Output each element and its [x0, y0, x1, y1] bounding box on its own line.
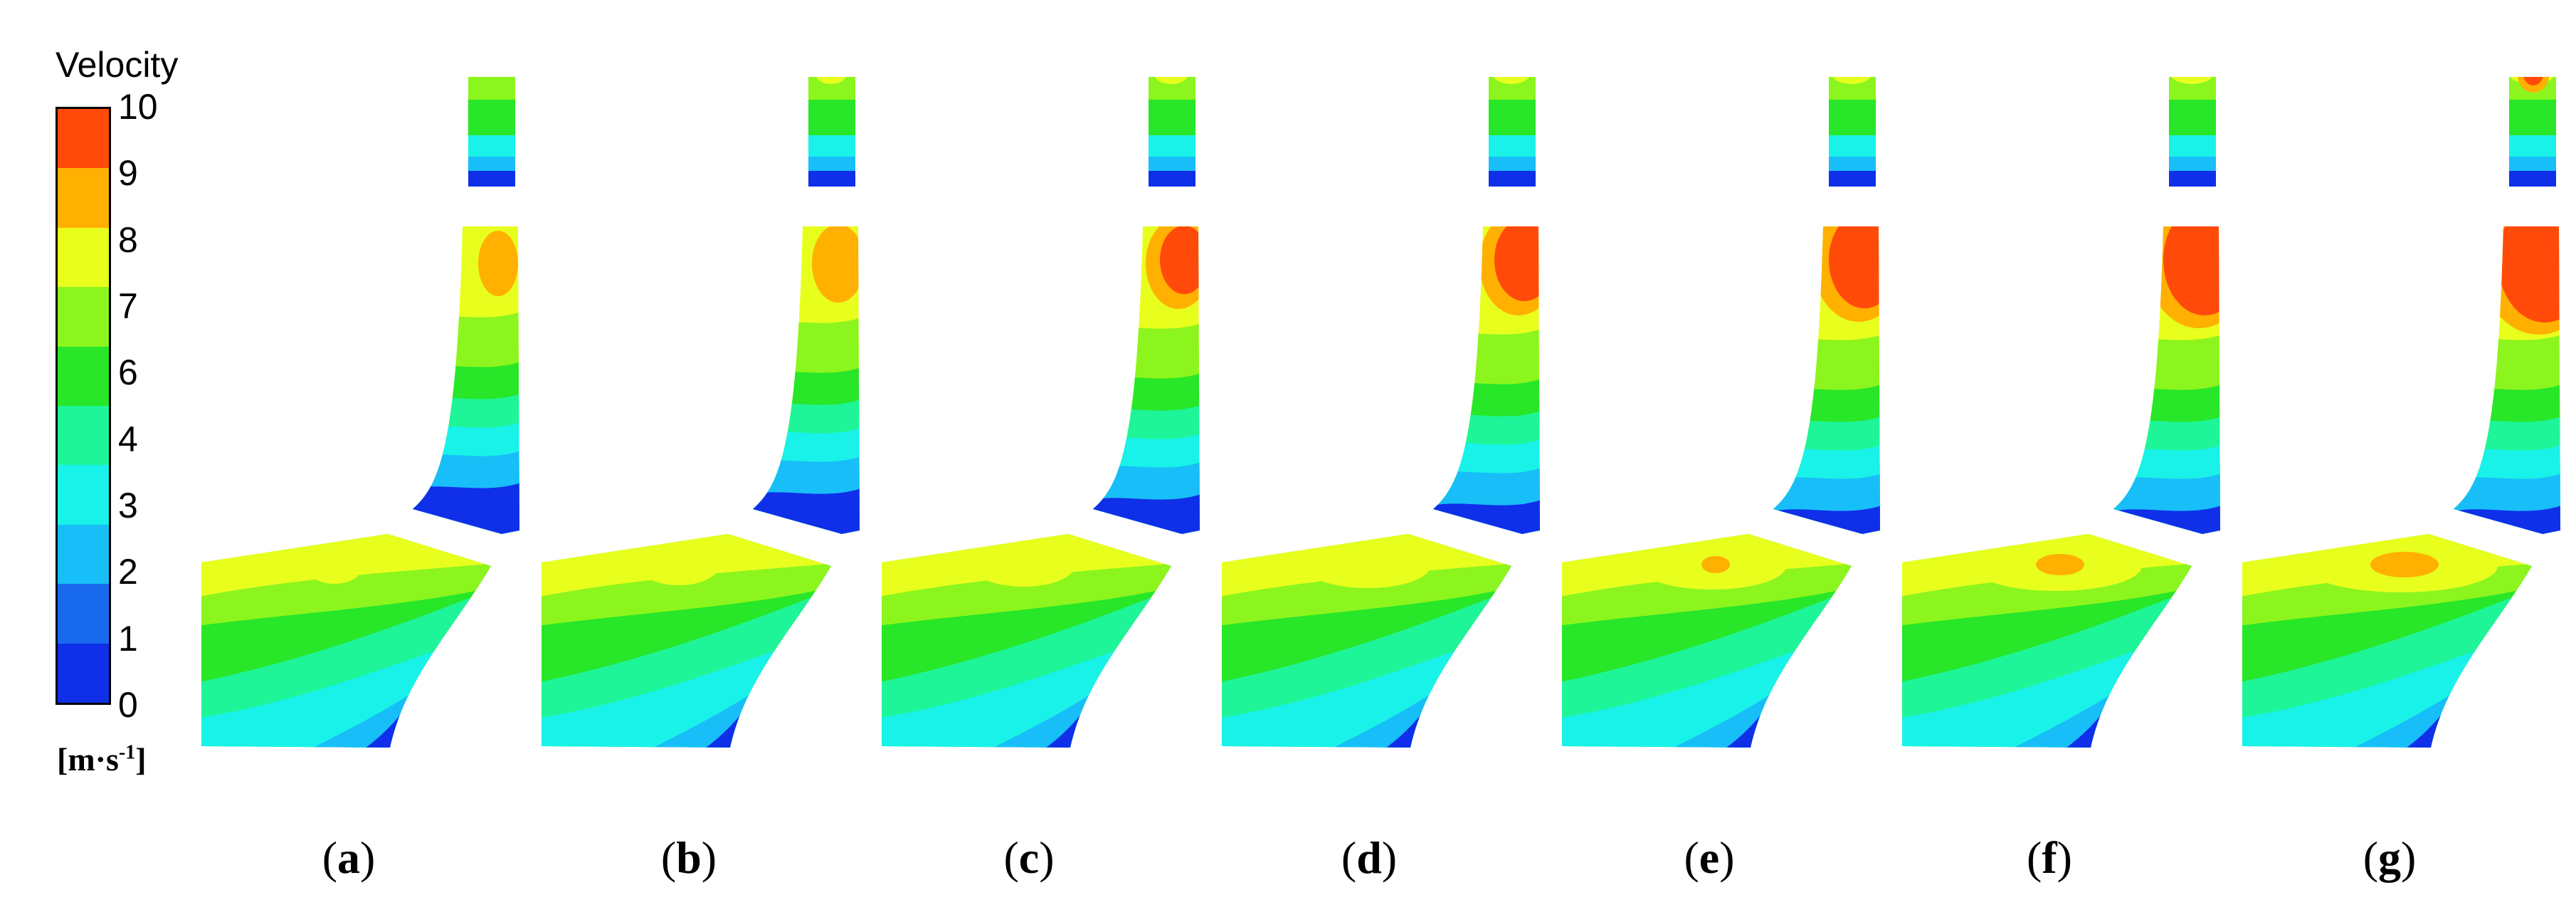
outlet-strip — [468, 77, 515, 187]
inlet-peak-spot — [1701, 556, 1730, 573]
legend-band-0 — [58, 109, 109, 169]
strip-top-spot — [1493, 77, 1530, 84]
outlet-peak-zone — [1494, 226, 1540, 301]
legend-title: Velocity — [56, 45, 179, 85]
legend-tick-label: 8 — [118, 219, 138, 260]
panel-label: (e) — [1684, 832, 1735, 883]
outlet-high-velocity-zone — [812, 226, 860, 303]
unit-exponent: -1 — [118, 741, 136, 764]
panel-letter: f — [2042, 832, 2057, 883]
legend-band-6 — [58, 465, 109, 525]
strip-top-spot — [2170, 77, 2213, 84]
inlet-region — [1902, 534, 2192, 748]
channel-region — [753, 226, 860, 534]
strip-top-spot — [1154, 77, 1188, 84]
legend-tick-label: 7 — [118, 286, 138, 326]
legend-tick-label: 1 — [118, 618, 138, 659]
inlet-region — [201, 534, 491, 748]
panel-label: (g) — [2363, 832, 2417, 883]
panel-letter: b — [676, 832, 702, 883]
channel-region — [1773, 226, 1880, 534]
outlet-peak-zone — [1829, 226, 1880, 308]
inlet-high-velocity-spot — [306, 548, 363, 584]
inlet-region — [882, 534, 1171, 748]
channel-region — [1433, 226, 1540, 534]
legend-band-5 — [58, 406, 109, 466]
panel-e — [1562, 77, 1880, 748]
inlet-region — [542, 534, 831, 748]
channel-region — [1093, 226, 1200, 534]
outlet-peak-zone — [2163, 226, 2220, 315]
legend-tick-label: 2 — [118, 552, 138, 592]
legend-tick-label: 6 — [118, 352, 138, 393]
strip-peak-outer — [2518, 77, 2549, 93]
legend-tick-label: 10 — [118, 87, 158, 127]
inlet-region — [2242, 534, 2532, 748]
legend-band-2 — [58, 227, 109, 288]
unit-end: ] — [135, 741, 147, 777]
legend-unit: [m·s-1] — [57, 740, 147, 778]
strip-top-spot — [815, 77, 847, 84]
legend-band-4 — [58, 346, 109, 407]
channel-region — [413, 226, 519, 534]
legend-band-8 — [58, 584, 109, 644]
legend-tick-label: 0 — [118, 685, 138, 725]
inlet-high-velocity-spot — [639, 547, 719, 585]
legend-band-3 — [58, 287, 109, 347]
inlet-region — [1222, 534, 1511, 748]
panel-a — [201, 77, 519, 748]
outlet-strip — [2509, 77, 2556, 187]
legend-band-1 — [58, 168, 109, 228]
outlet-high-velocity-zone — [478, 231, 518, 296]
panel-letter: a — [337, 832, 360, 883]
panel-label: (d) — [1341, 832, 1398, 883]
panel-letter: g — [2378, 832, 2401, 883]
legend-tick-label: 4 — [118, 419, 138, 459]
channel-region — [2113, 226, 2220, 534]
legend-band-9 — [58, 643, 109, 703]
panel-letter: c — [1018, 832, 1040, 883]
panel-label: (b) — [660, 832, 717, 883]
outlet-strip — [808, 77, 855, 187]
panel-c — [882, 77, 1200, 748]
outlet-strip — [1489, 77, 1536, 187]
legend-tick-label: 9 — [118, 153, 138, 194]
legend-tick-label: 3 — [118, 486, 138, 525]
inlet-high-velocity-spot — [1305, 544, 1430, 588]
outlet-strip — [1829, 77, 1876, 187]
outlet-strip — [2169, 77, 2216, 187]
outlet-peak-zone — [1160, 226, 1200, 294]
panel-label: (f) — [2027, 832, 2072, 883]
legend-color-bar — [56, 107, 111, 705]
strip-top-spot — [1832, 77, 1872, 84]
inlet-region — [1562, 534, 1852, 748]
inlet-peak-spot — [2036, 554, 2084, 575]
panel-d — [1222, 77, 1540, 748]
outlet-peak-zone — [2498, 226, 2560, 323]
unit-main: [m·s — [57, 741, 119, 777]
panel-f — [1902, 77, 2220, 748]
inlet-peak-spot — [2370, 552, 2439, 577]
panel-letter: d — [1356, 832, 1382, 883]
panel-b — [542, 77, 860, 748]
panel-label: (c) — [1003, 832, 1055, 883]
panel-letter: e — [1699, 832, 1720, 883]
inlet-high-velocity-spot — [972, 545, 1075, 587]
strip-peak-inner — [2523, 77, 2543, 85]
outlet-strip — [1149, 77, 1195, 187]
panel-label: (a) — [322, 832, 376, 883]
channel-region — [2454, 226, 2560, 534]
panel-g — [2242, 77, 2560, 748]
legend-band-7 — [58, 524, 109, 585]
